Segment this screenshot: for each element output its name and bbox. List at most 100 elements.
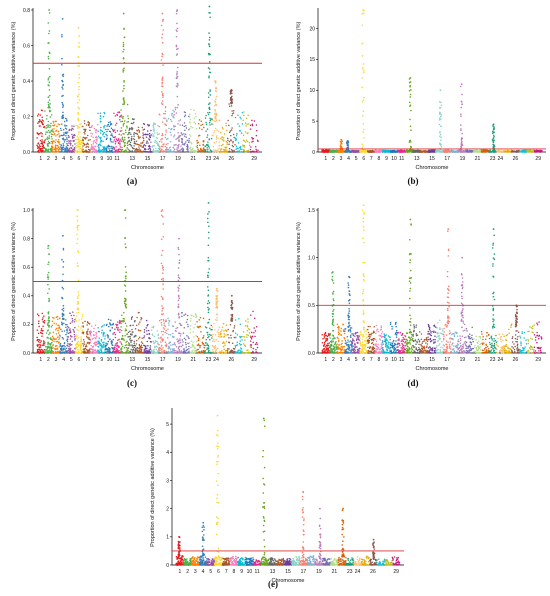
snp-point	[58, 146, 60, 148]
snp-point	[243, 146, 246, 148]
snp-point	[361, 77, 364, 79]
snp-point	[188, 127, 191, 130]
snp-point	[175, 12, 178, 15]
snp-point	[74, 334, 77, 337]
snp-point	[56, 133, 59, 136]
snp-point	[120, 322, 122, 325]
snp-point	[123, 85, 125, 87]
snp-point	[454, 150, 456, 153]
snp-point	[109, 138, 112, 141]
snp-point	[180, 149, 182, 151]
snp-point	[87, 139, 90, 141]
snp-point	[363, 150, 365, 153]
snp-point	[48, 319, 51, 322]
snp-point	[340, 146, 342, 149]
snp-point	[63, 347, 65, 350]
snp-point	[143, 144, 146, 146]
snp-point	[82, 348, 85, 350]
snp-point	[189, 121, 191, 123]
snp-point	[225, 140, 228, 143]
snp-point	[77, 264, 80, 267]
snp-point	[112, 350, 115, 352]
snp-point	[147, 148, 150, 150]
snp-point	[243, 140, 246, 142]
snp-point	[62, 138, 65, 141]
snp-point	[121, 138, 124, 141]
snp-point	[167, 142, 169, 145]
snp-point	[125, 277, 127, 280]
snp-point	[161, 52, 164, 55]
snp-point	[75, 347, 77, 350]
snp-point	[59, 127, 62, 130]
snp-point	[127, 331, 130, 334]
snp-point	[103, 332, 105, 334]
snp-point	[176, 137, 179, 140]
snp-point	[110, 140, 112, 143]
snp-point	[102, 146, 104, 148]
snp-point	[133, 142, 136, 144]
snp-point	[132, 324, 134, 327]
snp-point	[71, 145, 74, 147]
snp-point	[66, 147, 69, 149]
snp-point	[83, 120, 86, 122]
snp-point	[133, 140, 136, 143]
snp-point	[36, 145, 39, 148]
snp-point	[397, 149, 400, 152]
snp-point	[408, 89, 411, 92]
snp-point	[161, 134, 163, 137]
snp-point	[73, 139, 75, 142]
snp-point	[409, 84, 412, 87]
snp-point	[126, 127, 128, 129]
snp-point	[48, 137, 50, 140]
snp-point	[92, 330, 95, 333]
x-tick-label: 6	[78, 156, 81, 162]
snp-point	[40, 109, 43, 112]
snp-point	[450, 150, 452, 153]
snp-point	[77, 307, 79, 309]
x-tick-label: 2	[332, 156, 335, 162]
snp-point	[176, 74, 178, 76]
snp-point	[209, 90, 211, 92]
snp-point	[61, 88, 64, 90]
snp-point	[220, 149, 222, 151]
peak-point	[230, 88, 233, 91]
snp-point	[107, 123, 109, 126]
snp-point	[169, 140, 172, 143]
snp-point	[214, 115, 217, 118]
snp-point	[226, 129, 228, 132]
snp-point	[325, 149, 327, 151]
snp-point	[468, 149, 470, 152]
snp-point	[177, 132, 179, 134]
snp-point	[439, 111, 441, 114]
y-axis-label: Proportion of direct genetic additive va…	[296, 22, 302, 141]
snp-point	[49, 116, 52, 118]
snp-point	[103, 111, 105, 114]
snp-point	[134, 345, 137, 347]
snp-point	[66, 338, 69, 340]
snp-point	[47, 142, 50, 145]
snp-point	[91, 133, 94, 135]
snp-point	[147, 142, 149, 144]
snp-point	[217, 148, 219, 150]
snp-point	[52, 151, 55, 153]
snp-point	[76, 328, 78, 331]
snp-point	[409, 141, 412, 143]
snp-point	[137, 135, 140, 137]
snp-point	[152, 124, 154, 127]
snp-point	[179, 119, 182, 121]
snp-point	[232, 142, 234, 144]
snp-point	[83, 352, 85, 354]
snp-point	[47, 312, 50, 315]
snp-point	[209, 36, 211, 39]
snp-point	[459, 85, 462, 88]
snp-point	[106, 130, 108, 133]
snp-point	[460, 124, 462, 126]
snp-point	[165, 138, 168, 141]
snp-point	[368, 151, 371, 153]
snp-point	[61, 34, 63, 36]
snp-point	[70, 129, 72, 131]
snp-point	[477, 150, 479, 153]
snp-point	[182, 149, 184, 152]
snp-point	[491, 132, 494, 135]
snp-point	[80, 336, 82, 338]
